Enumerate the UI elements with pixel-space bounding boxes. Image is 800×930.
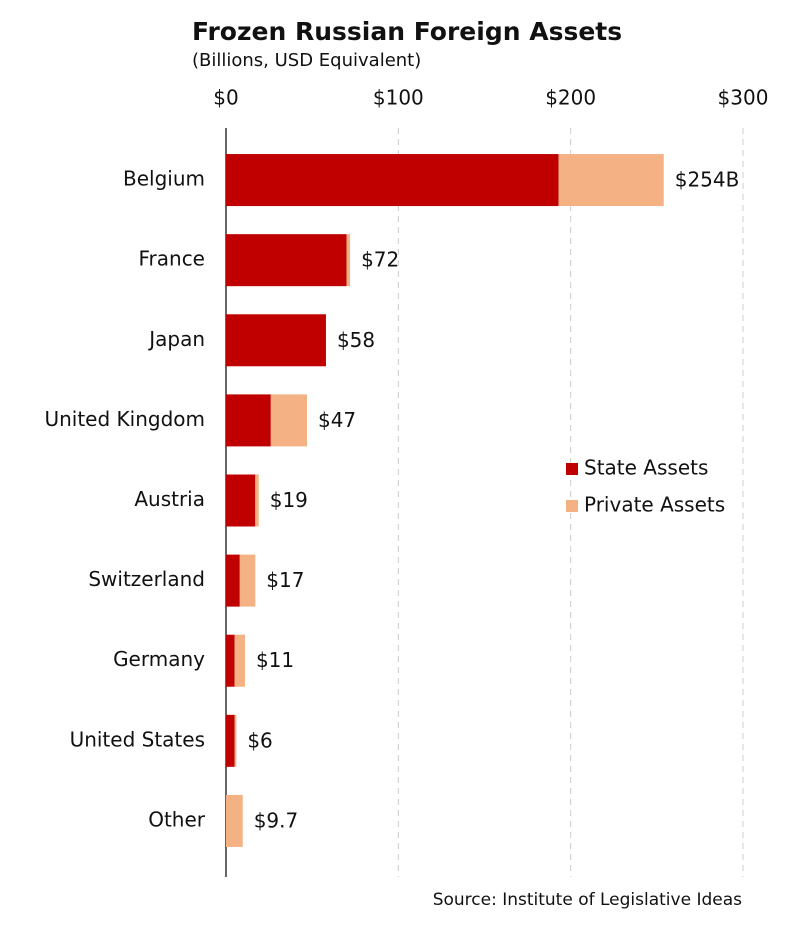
bar-segment [226,154,559,207]
y-tick-label: United States [70,727,205,751]
value-label: $6 [247,728,272,752]
y-tick-label: Austria [134,487,205,511]
x-tick-label: $100 [373,86,424,110]
bar-segment [226,474,256,527]
y-tick-label: Germany [113,647,205,671]
bar-segment [255,474,259,527]
y-tick-label: Switzerland [88,567,205,591]
y-tick-label: United Kingdom [44,407,205,431]
y-tick-label: Japan [147,327,205,351]
bar-segment [226,394,271,447]
y-tick-label: France [138,247,205,271]
legend-swatch [566,463,578,475]
legend-label: Private Assets [584,493,725,517]
bar-segment [226,234,347,287]
bar-segment [226,714,235,767]
x-tick-label: $300 [718,86,769,110]
source: Source: Institute of Legislative Ideas [433,890,742,910]
value-label: $17 [266,568,304,592]
y-tick-label: Other [148,807,206,831]
value-label: $9.7 [254,808,299,832]
bar-segment [226,794,243,847]
chart-subtitle: (Billions, USD Equivalent) [192,50,421,71]
y-tick-label: Belgium [123,167,205,191]
legend-label: State Assets [584,456,708,480]
value-label: $58 [337,328,375,352]
value-label: $254B [675,168,740,192]
bar-segment [558,154,664,207]
bar-segment [226,314,326,367]
value-label: $72 [361,248,399,272]
bar-segment [234,634,245,687]
bar-segment [270,394,307,447]
chart-title: Frozen Russian Foreign Assets [192,17,622,46]
value-label: $47 [318,408,356,432]
x-tick-label: $200 [545,86,596,110]
value-label: $19 [270,488,308,512]
bar-segment [234,714,237,767]
bar-segment [346,234,351,287]
bar-segment [226,554,240,607]
x-tick-label: $0 [213,86,238,110]
legend-swatch [566,500,578,512]
bar-segment [239,554,256,607]
bar-segment [226,634,235,687]
value-label: $11 [256,648,294,672]
